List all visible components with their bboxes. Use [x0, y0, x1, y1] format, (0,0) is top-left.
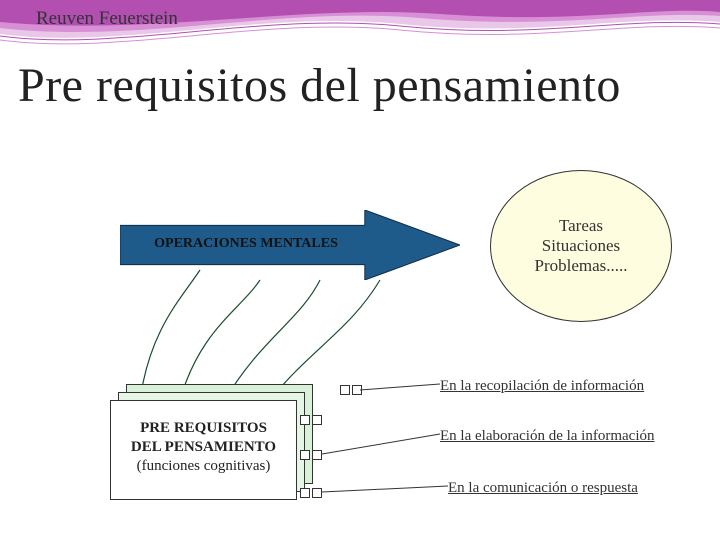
prereq-line: DEL PENSAMIENTO: [111, 438, 296, 457]
header-author: Reuven Feuerstein: [36, 8, 178, 30]
prereq-line: PRE REQUISITOS: [111, 419, 296, 438]
prereq-line: (funciones cognitivas): [111, 457, 296, 476]
operations-label: OPERACIONES MENTALES: [126, 236, 366, 252]
ellipse-line: Problemas.....: [491, 256, 671, 276]
ellipse-line: Situaciones: [491, 236, 671, 256]
phase-label: En la comunicación o respuesta: [448, 480, 638, 497]
handle-square: [312, 450, 322, 460]
phase-label: En la elaboración de la información: [440, 428, 655, 445]
phase-label: En la recopilación de información: [440, 378, 644, 395]
slide-root: Reuven Feuerstein Pre requisitos del pen…: [0, 0, 720, 540]
handle-square: [300, 415, 310, 425]
handle-square: [300, 450, 310, 460]
handle-square: [312, 415, 322, 425]
handle-square: [312, 488, 322, 498]
handle-square: [352, 385, 362, 395]
slide-title: Pre requisitos del pensamiento: [18, 58, 621, 113]
ellipse-line: Tareas: [491, 216, 671, 236]
handle-square: [340, 385, 350, 395]
tasks-ellipse: Tareas Situaciones Problemas.....: [490, 170, 672, 322]
stack-front: PRE REQUISITOSDEL PENSAMIENTO(funciones …: [110, 400, 297, 500]
handle-square: [300, 488, 310, 498]
